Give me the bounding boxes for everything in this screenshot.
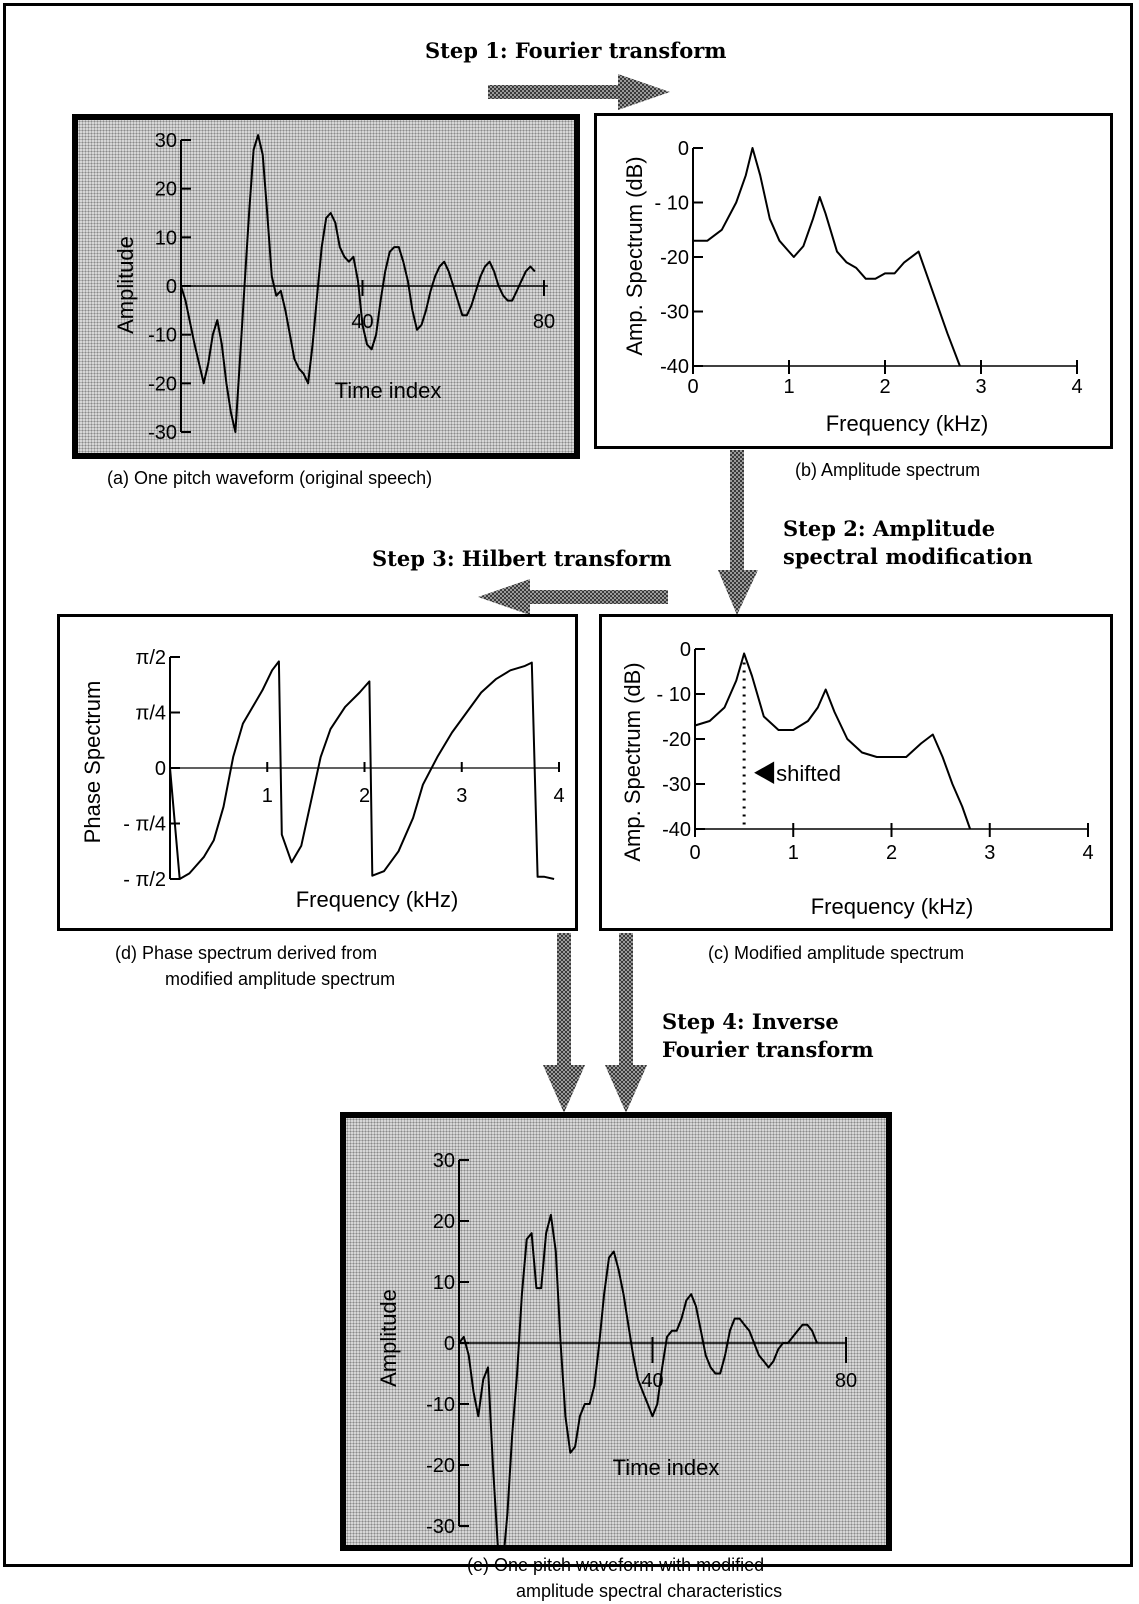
x-tick-label: 0 — [689, 842, 700, 864]
step2-label: Step 2: Amplitude spectral modification — [783, 516, 1033, 569]
y-tick-label: -40 — [660, 356, 689, 378]
x-tick-label: 40 — [641, 1370, 663, 1392]
y-tick-label: 10 — [433, 1272, 455, 1294]
step4-arrow-right — [605, 933, 647, 1113]
panel-a: 30 20 10 0 -10 -20 -30 40 80 Time index Amplitude — [72, 114, 580, 459]
y-tick-label: -10 — [426, 1394, 455, 1416]
step4-label: Step 4: Inverse Fourier transform — [662, 1009, 874, 1062]
y-tick-label: -20 — [148, 373, 177, 395]
y-axis-label: Amp. Spectrum (dB) — [620, 662, 645, 861]
y-tick-label: 20 — [433, 1211, 455, 1233]
x-tick-label: 3 — [456, 785, 467, 807]
caption-b: (b) Amplitude spectrum — [795, 460, 981, 480]
caption-a: (a) One pitch waveform (original speech) — [107, 468, 433, 488]
step3-arrow — [478, 579, 668, 615]
x-axis-label: Frequency (kHz) — [811, 894, 974, 919]
y-tick-label: 30 — [433, 1150, 455, 1172]
caption-e: (e) One pitch waveform with modified ampl… — [467, 1555, 783, 1601]
data-series-line — [694, 652, 972, 830]
y-tick-label: 0 — [166, 276, 177, 298]
panel-d-plot: π/2 π/4 0 - π/4 - π/2 1 2 3 4 Frequency (kHz) Phas… — [80, 647, 565, 912]
panel-e-plot: 30 20 10 0 -10 -20 -30 40 80 Time index Amplitude — [376, 1150, 857, 1545]
x-tick-label: 3 — [975, 376, 986, 398]
y-tick-label: - 10 — [655, 193, 689, 215]
panel-b: 0- 10 -20 -30 -40 0 1 2 3 4 Frequency (kHz) Amp. S… — [594, 113, 1113, 449]
step2-arrow — [718, 450, 758, 615]
x-axis-label: Frequency (kHz) — [296, 887, 459, 912]
y-axis-label: Amplitude — [113, 236, 138, 334]
x-axis-label: Time index — [335, 378, 442, 403]
y-tick-label: 0 — [678, 138, 689, 160]
x-tick-label: 0 — [687, 376, 698, 398]
y-tick-label: 0 — [680, 639, 691, 661]
step4-arrow-left — [543, 933, 585, 1113]
y-tick-label: 0 — [444, 1333, 455, 1355]
data-series-line — [169, 660, 555, 880]
x-tick-label: 2 — [886, 842, 897, 864]
y-tick-label: -30 — [426, 1516, 455, 1538]
y-tick-label: 20 — [155, 179, 177, 201]
y-axis-label: Phase Spectrum — [80, 681, 105, 844]
x-tick-label: 4 — [1082, 842, 1093, 864]
x-tick-label: 4 — [553, 785, 564, 807]
x-tick-label: 80 — [835, 1370, 857, 1392]
data-series-line — [693, 147, 961, 367]
x-tick-label: 2 — [879, 376, 890, 398]
shift-arrow-head — [754, 761, 775, 784]
panel-d: π/2 π/4 0 - π/4 - π/2 1 2 3 4 Frequency (kHz) Phas… — [57, 614, 578, 931]
x-tick-label: 4 — [1071, 376, 1082, 398]
x-tick-label: 80 — [533, 311, 555, 333]
y-tick-label: -20 — [660, 247, 689, 269]
y-tick-label: π/4 — [136, 703, 166, 725]
data-series-line — [458, 1213, 818, 1545]
panel-e: 30 20 10 0 -10 -20 -30 40 80 Time index Amplitude — [340, 1112, 892, 1551]
x-axis-label: Time index — [613, 1455, 720, 1480]
figure-frame — [3, 3, 1133, 1567]
data-series-line — [180, 134, 536, 433]
x-tick-label: 1 — [262, 785, 273, 807]
y-tick-label: π/2 — [136, 647, 166, 669]
y-tick-label: - π/2 — [123, 869, 166, 891]
y-axis-label: Amplitude — [376, 1289, 401, 1387]
x-tick-label: 1 — [783, 376, 794, 398]
y-tick-label: -30 — [148, 422, 177, 444]
y-tick-label: - 10 — [657, 684, 691, 706]
y-tick-label: 0 — [155, 758, 166, 780]
y-tick-label: - π/4 — [123, 814, 166, 836]
y-axis-label: Amp. Spectrum (dB) — [622, 156, 647, 355]
x-axis-label: Frequency (kHz) — [826, 411, 989, 436]
y-tick-label: -30 — [662, 774, 691, 796]
step3-label: Step 3: Hilbert transform — [372, 546, 672, 571]
x-tick-label: 1 — [788, 842, 799, 864]
y-tick-label: -30 — [660, 302, 689, 324]
step1-label: Step 1: Fourier transform — [425, 38, 727, 63]
step1-arrow — [488, 74, 670, 110]
shift-annotation: shifted — [776, 761, 841, 786]
x-tick-label: 2 — [359, 785, 370, 807]
caption-d: (d) Phase spectrum derived from modified … — [115, 943, 396, 989]
y-tick-label: -10 — [148, 325, 177, 347]
y-tick-label: 10 — [155, 227, 177, 249]
y-tick-label: -20 — [426, 1455, 455, 1477]
y-tick-label: -20 — [662, 729, 691, 751]
y-tick-label: -40 — [662, 819, 691, 841]
x-tick-label: 3 — [984, 842, 995, 864]
panel-c: 0- 10 -20 -30 -40 0 1 2 3 4 Frequency (kHz) Amp. S… — [599, 614, 1113, 931]
caption-c: (c) Modified amplitude spectrum — [708, 943, 965, 963]
y-tick-label: 30 — [155, 130, 177, 152]
